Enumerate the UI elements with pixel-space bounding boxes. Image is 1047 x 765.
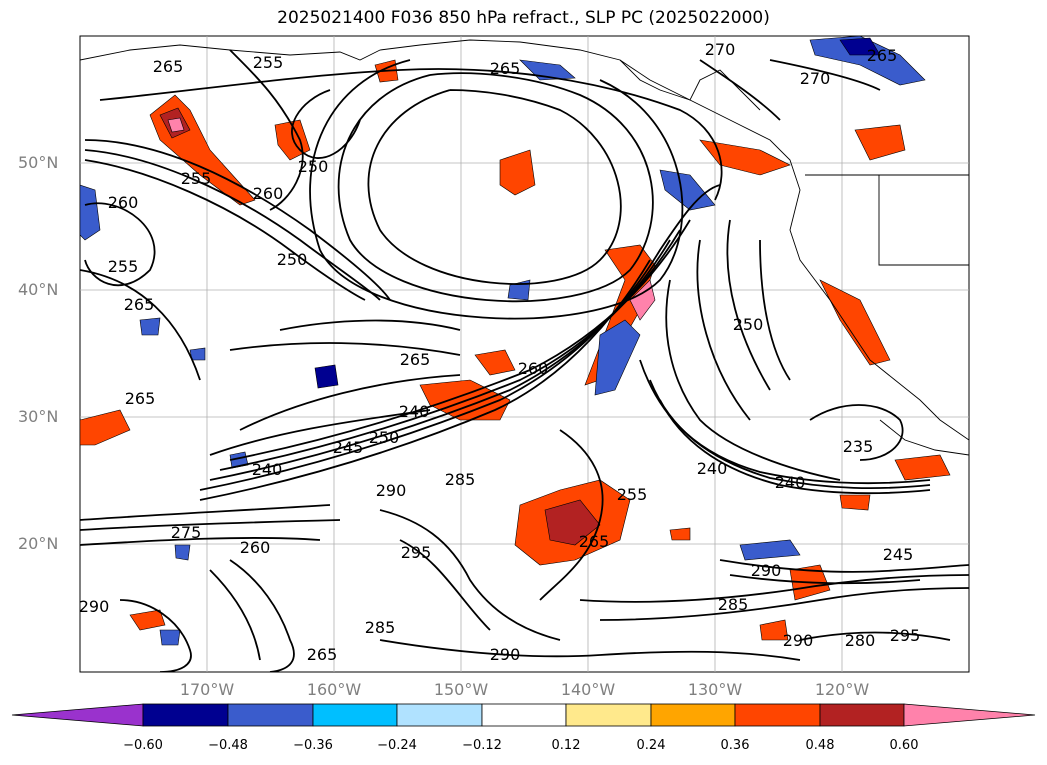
coastlines <box>80 39 969 456</box>
colorbar-bin <box>819 703 905 727</box>
contour-label: 290 <box>490 645 521 664</box>
colorbar-tick-label: 0.36 <box>720 738 750 753</box>
map-title: 2025021400 F036 850 hPa refract., SLP PC… <box>277 8 770 28</box>
colorbar-tick-label: −0.48 <box>208 738 248 753</box>
contour-label: 255 <box>181 169 212 188</box>
contour-label: 260 <box>518 359 549 378</box>
lat-tick-label: 50°N <box>18 153 59 172</box>
contour-label: 270 <box>800 69 831 88</box>
contour-label: 280 <box>845 631 876 650</box>
contour-label: 250 <box>369 428 400 447</box>
contour-labels: 265 265 270 265 270 250 255 255 260 260 … <box>79 40 921 664</box>
contour-label: 265 <box>490 59 521 78</box>
lon-tick-label: 160°W <box>306 680 362 699</box>
colorbar-extend-high <box>903 703 1036 727</box>
contour-label: 265 <box>400 350 431 369</box>
colorbar-bin <box>396 703 483 727</box>
contour-label: 285 <box>445 470 476 489</box>
colorbar-extend-low <box>11 703 144 727</box>
colorbar-bin <box>312 703 398 727</box>
colorbar-tick-label: −0.12 <box>462 738 502 753</box>
colorbar-tick-label: −0.36 <box>293 738 333 753</box>
contour-label: 295 <box>401 543 432 562</box>
lat-tick-label: 40°N <box>18 280 59 299</box>
colorbar-bin <box>650 703 736 727</box>
contour-label: 265 <box>579 532 610 551</box>
colorbar-bin <box>565 703 652 727</box>
contour-label: 245 <box>883 545 914 564</box>
contour-label: 270 <box>705 40 736 59</box>
contour-label: 265 <box>867 46 898 65</box>
contour-label: 255 <box>617 485 648 504</box>
slp-contours <box>80 49 969 672</box>
lon-tick-label: 130°W <box>687 680 743 699</box>
colorbar-tick-label: 0.48 <box>805 738 835 753</box>
contour-label: 285 <box>718 595 749 614</box>
colorbar-tick-label: 0.60 <box>889 738 919 753</box>
contour-label: 250 <box>733 315 764 334</box>
lon-tick-label: 170°W <box>179 680 235 699</box>
contour-label: 290 <box>783 631 814 650</box>
colorbar-bin <box>481 703 567 727</box>
contour-label: 265 <box>307 645 338 664</box>
lat-tick-label: 30°N <box>18 407 59 426</box>
contour-label: 275 <box>171 523 202 542</box>
contour-label: 235 <box>843 437 874 456</box>
colorbar-tick-label: −0.60 <box>123 738 163 753</box>
contour-label: 265 <box>125 389 156 408</box>
map-frame <box>79 35 970 673</box>
contour-label: 250 <box>277 250 308 269</box>
contour-label: 290 <box>79 597 110 616</box>
contour-label: 260 <box>240 538 271 557</box>
colorbar-tick-label: 0.24 <box>636 738 666 753</box>
colorbar-tick-label: −0.24 <box>377 738 417 753</box>
contour-label: 240 <box>252 460 283 479</box>
colorbar-bin <box>227 703 314 727</box>
colorbar-tick-label: 0.12 <box>551 738 581 753</box>
contour-label: 265 <box>153 57 184 76</box>
contour-label: 240 <box>697 459 728 478</box>
contour-label: 255 <box>253 53 284 72</box>
lon-tick-label: 150°W <box>433 680 489 699</box>
colorbar <box>11 703 1036 727</box>
colorbar-bin <box>734 703 821 727</box>
contour-label: 240 <box>775 473 806 492</box>
contour-label: 245 <box>333 438 364 457</box>
contour-label: 240 <box>399 402 430 421</box>
contour-label: 260 <box>253 184 284 203</box>
contour-label: 285 <box>365 618 396 637</box>
contour-label: 295 <box>890 626 921 645</box>
contour-label: 260 <box>108 193 139 212</box>
negative-anomaly-fills <box>80 36 926 646</box>
contour-label: 290 <box>751 561 782 580</box>
contour-label: 290 <box>376 481 407 500</box>
contour-label: 255 <box>108 257 139 276</box>
colorbar-bin <box>142 703 229 727</box>
lon-tick-label: 140°W <box>560 680 616 699</box>
lon-tick-label: 120°W <box>814 680 870 699</box>
contour-label: 250 <box>298 157 329 176</box>
contour-label: 265 <box>124 295 155 314</box>
lat-tick-label: 20°N <box>18 534 59 553</box>
